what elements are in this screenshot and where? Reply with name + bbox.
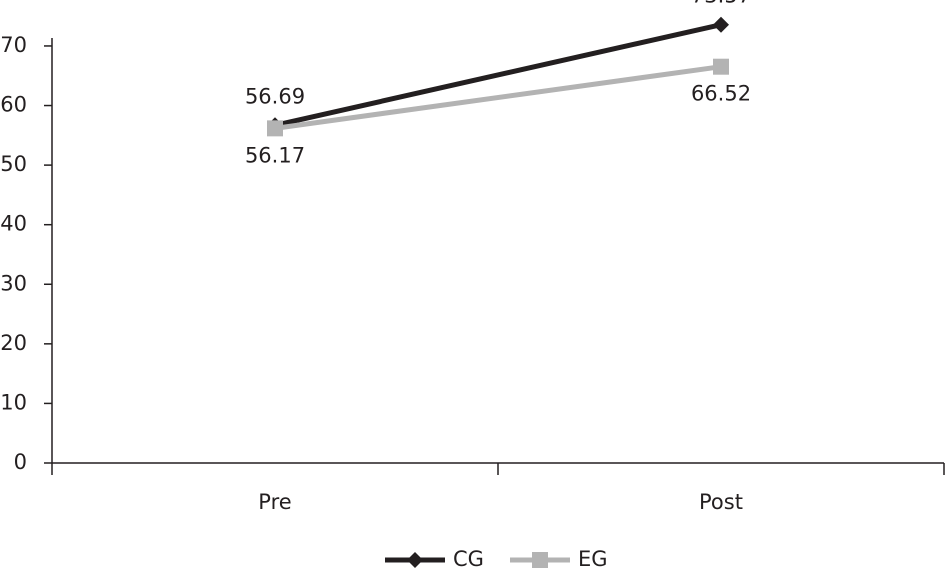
marker bbox=[713, 58, 729, 75]
y-tick-label: 70 bbox=[0, 33, 27, 57]
data-label: 56.69 bbox=[245, 84, 305, 108]
y-tick-label: 40 bbox=[0, 212, 27, 236]
marker bbox=[532, 552, 548, 568]
series-line bbox=[274, 64, 722, 131]
marker bbox=[713, 16, 729, 33]
marker bbox=[267, 120, 283, 137]
y-tick-label: 30 bbox=[0, 271, 27, 295]
legend-label: EG bbox=[578, 547, 608, 570]
y-tick-label: 0 bbox=[14, 450, 27, 474]
data-label: 66.52 bbox=[691, 82, 751, 106]
y-tick-label: 10 bbox=[0, 390, 27, 414]
x-tick-label: Post bbox=[699, 490, 743, 514]
data-label: 73.57 bbox=[691, 0, 751, 8]
y-tick-label: 20 bbox=[0, 331, 27, 355]
data-label: 56.17 bbox=[245, 143, 305, 167]
x-tick-label: Pre bbox=[258, 490, 291, 514]
series-line bbox=[274, 22, 722, 128]
legend-label: CG bbox=[453, 547, 484, 570]
y-tick-label: 50 bbox=[0, 152, 27, 176]
marker bbox=[407, 552, 423, 568]
y-tick-label: 60 bbox=[0, 93, 27, 117]
